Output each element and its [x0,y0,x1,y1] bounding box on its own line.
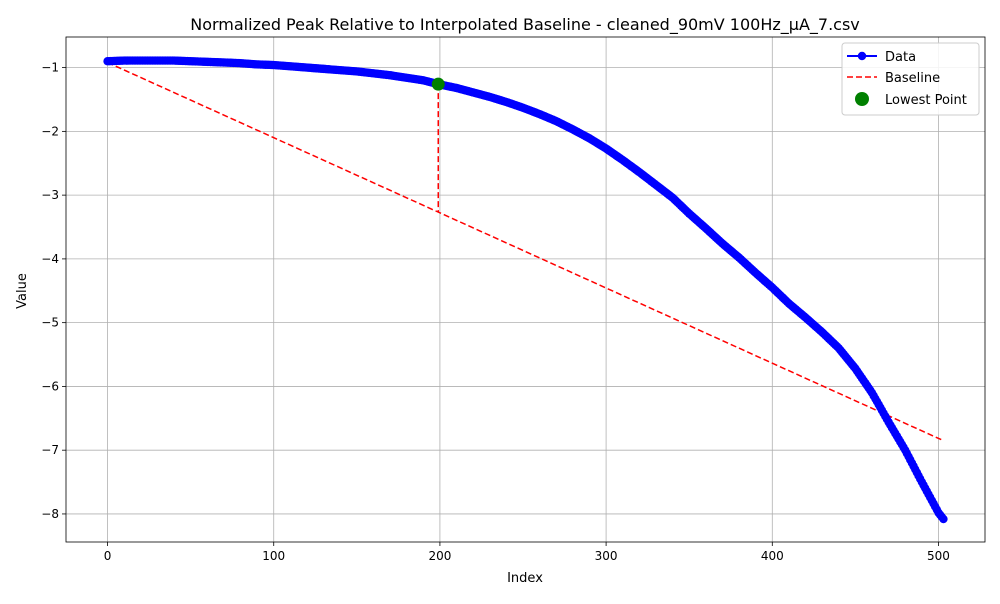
y-tick-label: −7 [41,443,59,457]
y-tick-label: −6 [41,379,59,393]
x-axis-label: Index [507,571,543,586]
legend-box [841,42,980,116]
legend-lowest-point-swatch [855,92,869,106]
y-tick-label: −5 [41,316,59,330]
axes-frame [65,36,986,543]
chart-title: Normalized Peak Relative to Interpolated… [190,15,860,35]
legend-data-swatch-marker [857,51,867,61]
legend-label-lowest-point: Lowest Point [885,93,967,108]
grid-layer [66,37,985,542]
legend-label-baseline: Baseline [885,71,940,86]
x-tick-label: 300 [595,549,618,563]
y-tick-label: −4 [41,252,59,266]
x-tick-label: 200 [428,549,451,563]
y-tick-label: −8 [41,507,59,521]
x-tick-label: 400 [761,549,784,563]
lowest-point-marker [431,77,445,91]
legend-label-data: Data [885,50,916,65]
x-tick-label: 500 [927,549,950,563]
y-tick-label: −2 [41,124,59,138]
x-tick-label: 0 [104,549,112,563]
annotation-layer [431,77,445,213]
y-tick-label: −1 [41,61,59,75]
y-tick-label: −3 [41,188,59,202]
data-point-marker [939,514,948,524]
data-layer [103,56,948,524]
y-axis-label: Value [15,273,30,309]
legend: Data Baseline Lowest Point [841,42,980,116]
axes-layer: 0 100 200 300 400 500 −1 −2 −3 −4 −5 −6 −7 −8 [41,36,986,563]
x-tick-label: 100 [262,549,285,563]
